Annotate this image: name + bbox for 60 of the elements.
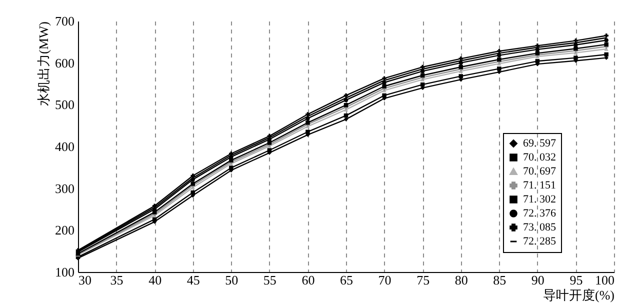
x-tick-label: 40	[148, 272, 162, 288]
x-tick-label: 30	[78, 272, 92, 288]
legend-label: 70. 032	[523, 152, 556, 164]
point	[190, 190, 195, 195]
point	[420, 64, 425, 70]
point	[497, 49, 502, 54]
x-tick-label: 50	[225, 272, 238, 288]
x-tick-label: 95	[570, 272, 583, 288]
point	[420, 69, 425, 74]
x-tick-label: 100	[595, 272, 614, 288]
x-tick-label: 35	[110, 272, 124, 288]
legend-label: 71. 302	[523, 194, 556, 206]
point	[604, 52, 608, 57]
x-tick-label: 75	[416, 272, 430, 288]
point	[306, 112, 310, 116]
y-tick-label: 500	[55, 97, 74, 112]
point	[382, 80, 386, 85]
point	[458, 60, 463, 65]
point	[382, 93, 386, 98]
y-tick-label: 700	[55, 14, 74, 28]
point	[382, 76, 386, 80]
point	[458, 56, 463, 61]
y-tick-label: 600	[55, 55, 74, 70]
y-tick-label: 200	[55, 222, 74, 238]
point	[604, 34, 608, 38]
point	[190, 177, 195, 182]
x-tick-label: 65	[340, 272, 353, 288]
point	[574, 56, 578, 60]
y-tick-label: 400	[55, 139, 74, 154]
point	[458, 74, 463, 78]
legend-label: 71. 151	[523, 180, 556, 192]
point	[604, 38, 608, 42]
x-tick-label: 55	[263, 272, 276, 288]
y-tick-label: 300	[55, 180, 74, 196]
point	[190, 174, 195, 178]
y-axis-title: 水机出力(MW)	[36, 22, 51, 106]
x-tick-label: 80	[454, 272, 468, 288]
point	[344, 93, 348, 98]
legend-label: 70. 697	[523, 166, 556, 178]
point	[344, 98, 348, 102]
x-tick-label: 45	[186, 272, 200, 288]
point	[497, 53, 502, 58]
point	[574, 46, 578, 51]
point	[306, 130, 310, 134]
point	[497, 66, 502, 71]
legend-label: 72. 376	[523, 208, 556, 220]
x-tick-label: 90	[531, 272, 544, 288]
x-tick-label: 70	[378, 272, 392, 288]
point	[267, 148, 272, 152]
point	[229, 166, 234, 170]
legend-label: 73. 085	[523, 222, 556, 234]
x-axis-title: 导叶开度(%)	[543, 288, 614, 302]
point	[306, 116, 310, 121]
x-tick-label: 60	[302, 272, 315, 288]
legend-label: 72. 285	[523, 236, 556, 248]
point	[535, 59, 540, 64]
point	[574, 38, 578, 43]
point	[574, 42, 578, 47]
legend-label: 69. 597	[523, 138, 556, 150]
x-tick-label: 85	[493, 272, 506, 288]
